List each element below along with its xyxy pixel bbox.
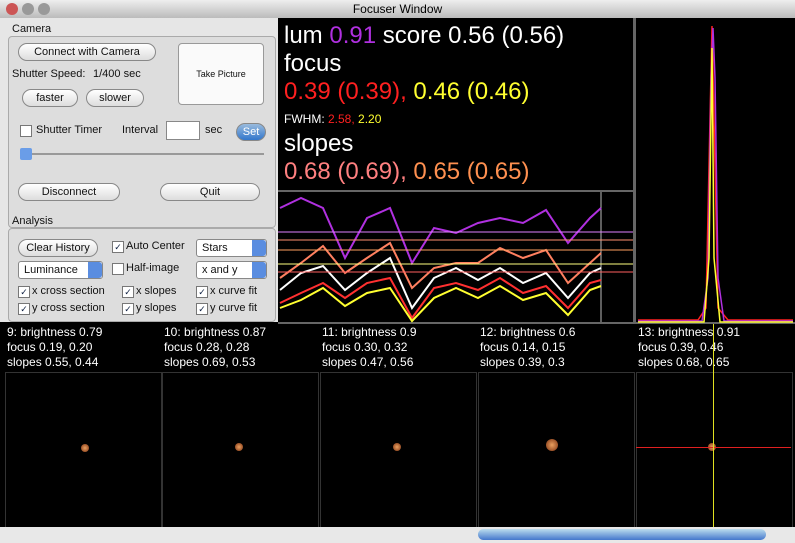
slopes-y: 0.65 (0.65) (413, 158, 530, 185)
label: score (382, 22, 442, 49)
label: slopes (284, 130, 354, 157)
checkbox[interactable]: ✓ (112, 241, 124, 253)
star (546, 439, 558, 451)
histogram (638, 25, 793, 323)
shutter-value: 1/400 sec (93, 68, 141, 80)
divider (633, 18, 636, 324)
frame-label: focus 0.39, 0.46 (638, 340, 724, 354)
reference-lines (278, 231, 633, 273)
checkbox[interactable]: ✓ (122, 286, 134, 298)
disconnect-button[interactable]: Disconnect (18, 183, 120, 201)
label: Half-image (126, 262, 180, 274)
connect-button[interactable]: Connect with Camera (18, 43, 156, 61)
label: Interval (122, 124, 159, 136)
label: y curve fit (210, 302, 258, 314)
label: y slopes (136, 302, 177, 314)
frame-label: slopes 0.69, 0.53 (164, 355, 256, 369)
frame-label: focus 0.19, 0.20 (7, 340, 93, 354)
star (393, 443, 401, 451)
frame-label: slopes 0.68, 0.65 (638, 355, 730, 369)
label: y cross section (32, 302, 105, 314)
label: x slopes (136, 285, 177, 297)
frame-label: slopes 0.55, 0.44 (7, 355, 99, 369)
label: x cross section (32, 285, 105, 297)
lum-value: 0.91 (329, 22, 377, 49)
frame-label: 13: brightness 0.91 (638, 325, 741, 339)
take-picture-button[interactable]: Take Picture (178, 43, 264, 105)
frame-label: focus 0.28, 0.28 (164, 340, 250, 354)
divider (278, 190, 633, 192)
divider (278, 322, 795, 324)
stars-popup[interactable]: Stars (196, 239, 267, 257)
slider-track (22, 153, 264, 155)
minimize-button[interactable] (22, 3, 34, 15)
checkbox[interactable] (20, 125, 32, 137)
scrollbar[interactable] (0, 527, 795, 543)
checkbox[interactable]: ✓ (18, 286, 30, 298)
star (81, 444, 89, 452)
frame-image[interactable] (636, 372, 793, 529)
luminance-popup[interactable]: Luminance (18, 261, 103, 279)
label: sec (205, 124, 223, 136)
label: x curve fit (210, 285, 258, 297)
frame-label: focus 0.14, 0.15 (480, 340, 566, 354)
frame-label: 11: brightness 0.9 (322, 325, 417, 339)
label: Auto Center (126, 240, 185, 252)
scroll-thumb[interactable] (478, 529, 766, 540)
history-lines (279, 196, 602, 323)
frame-label: slopes 0.39, 0.3 (480, 355, 565, 369)
window-title: Focuser Window (352, 2, 443, 16)
label: Shutter Timer (36, 124, 103, 136)
slider-thumb[interactable] (20, 148, 32, 160)
crosshair-v (713, 324, 714, 527)
slower-button[interactable]: slower (86, 89, 144, 107)
checkbox[interactable]: ✓ (196, 286, 208, 298)
focus-x: 0.39 (0.39), (284, 78, 407, 105)
interval-field[interactable] (166, 121, 200, 140)
star (235, 443, 243, 451)
fwhm-y: 2.20 (358, 112, 382, 126)
frame-label: slopes 0.47, 0.56 (322, 355, 414, 369)
frame-image[interactable] (478, 372, 635, 529)
label: focus (284, 50, 342, 77)
faster-button[interactable]: faster (22, 89, 78, 107)
frame-label: focus 0.30, 0.32 (322, 340, 408, 354)
section-heading: Camera (12, 23, 52, 35)
frame-label: 9: brightness 0.79 (7, 325, 103, 339)
label: FWHM: (284, 112, 325, 126)
label: lum (284, 22, 323, 49)
checkbox[interactable]: ✓ (196, 303, 208, 315)
section-heading: Analysis (12, 215, 53, 227)
slopes-x: 0.68 (0.69), (284, 158, 407, 185)
quit-button[interactable]: Quit (160, 183, 260, 201)
set-button[interactable]: Set (236, 123, 266, 141)
checkbox[interactable]: ✓ (18, 303, 30, 315)
clear-history-button[interactable]: Clear History (18, 239, 98, 257)
checkbox[interactable]: ✓ (122, 303, 134, 315)
axis-popup[interactable]: x and y (196, 261, 267, 279)
label: Shutter Speed: (12, 68, 86, 80)
title-bar: Focuser Window (0, 0, 795, 18)
frames: 9: brightness 0.79 focus 0.19, 0.20 slopes… (0, 324, 795, 529)
fwhm-x: 2.58, (328, 112, 355, 126)
frame-label: 12: brightness 0.6 (480, 325, 576, 339)
readout-panel: lum 0.91 score 0.56 (0.56) focus 0.39 (0… (280, 18, 633, 190)
checkbox[interactable] (112, 263, 124, 275)
close-button[interactable] (6, 3, 18, 15)
frame-label: 10: brightness 0.87 (164, 325, 267, 339)
graphs (278, 18, 795, 324)
focus-y: 0.46 (0.46) (413, 78, 530, 105)
zoom-button[interactable] (38, 3, 50, 15)
control-panel: Camera Connect with Camera Take Picture … (0, 18, 278, 322)
score-value: 0.56 (0.56) (448, 22, 565, 49)
